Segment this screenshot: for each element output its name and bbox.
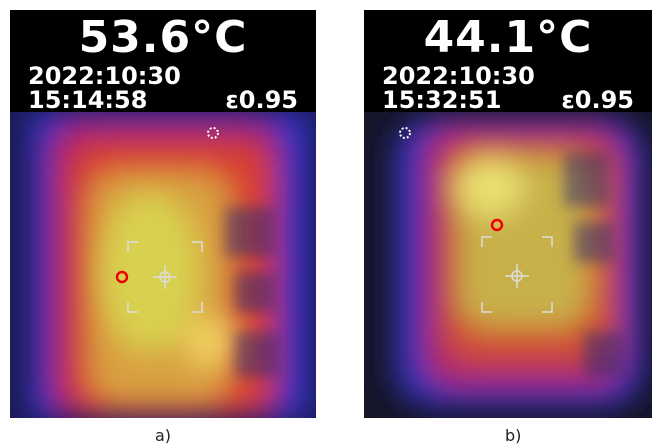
thermal-panel: 44.1°C 2022:10:30 15:32:51 ε0.95 bbox=[364, 10, 652, 418]
emissivity: ε0.95 bbox=[225, 86, 298, 114]
thermal-image bbox=[364, 112, 652, 418]
figure: 53.6°C 2022:10:30 15:14:58 ε0.95 bbox=[0, 0, 658, 448]
temperature: 44.1°C bbox=[364, 12, 652, 63]
header: 53.6°C 2022:10:30 15:14:58 ε0.95 bbox=[10, 10, 316, 112]
time: 15:32:51 bbox=[382, 86, 501, 114]
thermal-panel: 53.6°C 2022:10:30 15:14:58 ε0.95 bbox=[10, 10, 316, 418]
time: 15:14:58 bbox=[28, 86, 147, 114]
header: 44.1°C 2022:10:30 15:32:51 ε0.95 bbox=[364, 10, 652, 112]
temperature: 53.6°C bbox=[10, 12, 316, 63]
caption: b) bbox=[505, 426, 521, 445]
caption: a) bbox=[155, 426, 171, 445]
thermal-image bbox=[10, 112, 316, 418]
emissivity: ε0.95 bbox=[561, 86, 634, 114]
